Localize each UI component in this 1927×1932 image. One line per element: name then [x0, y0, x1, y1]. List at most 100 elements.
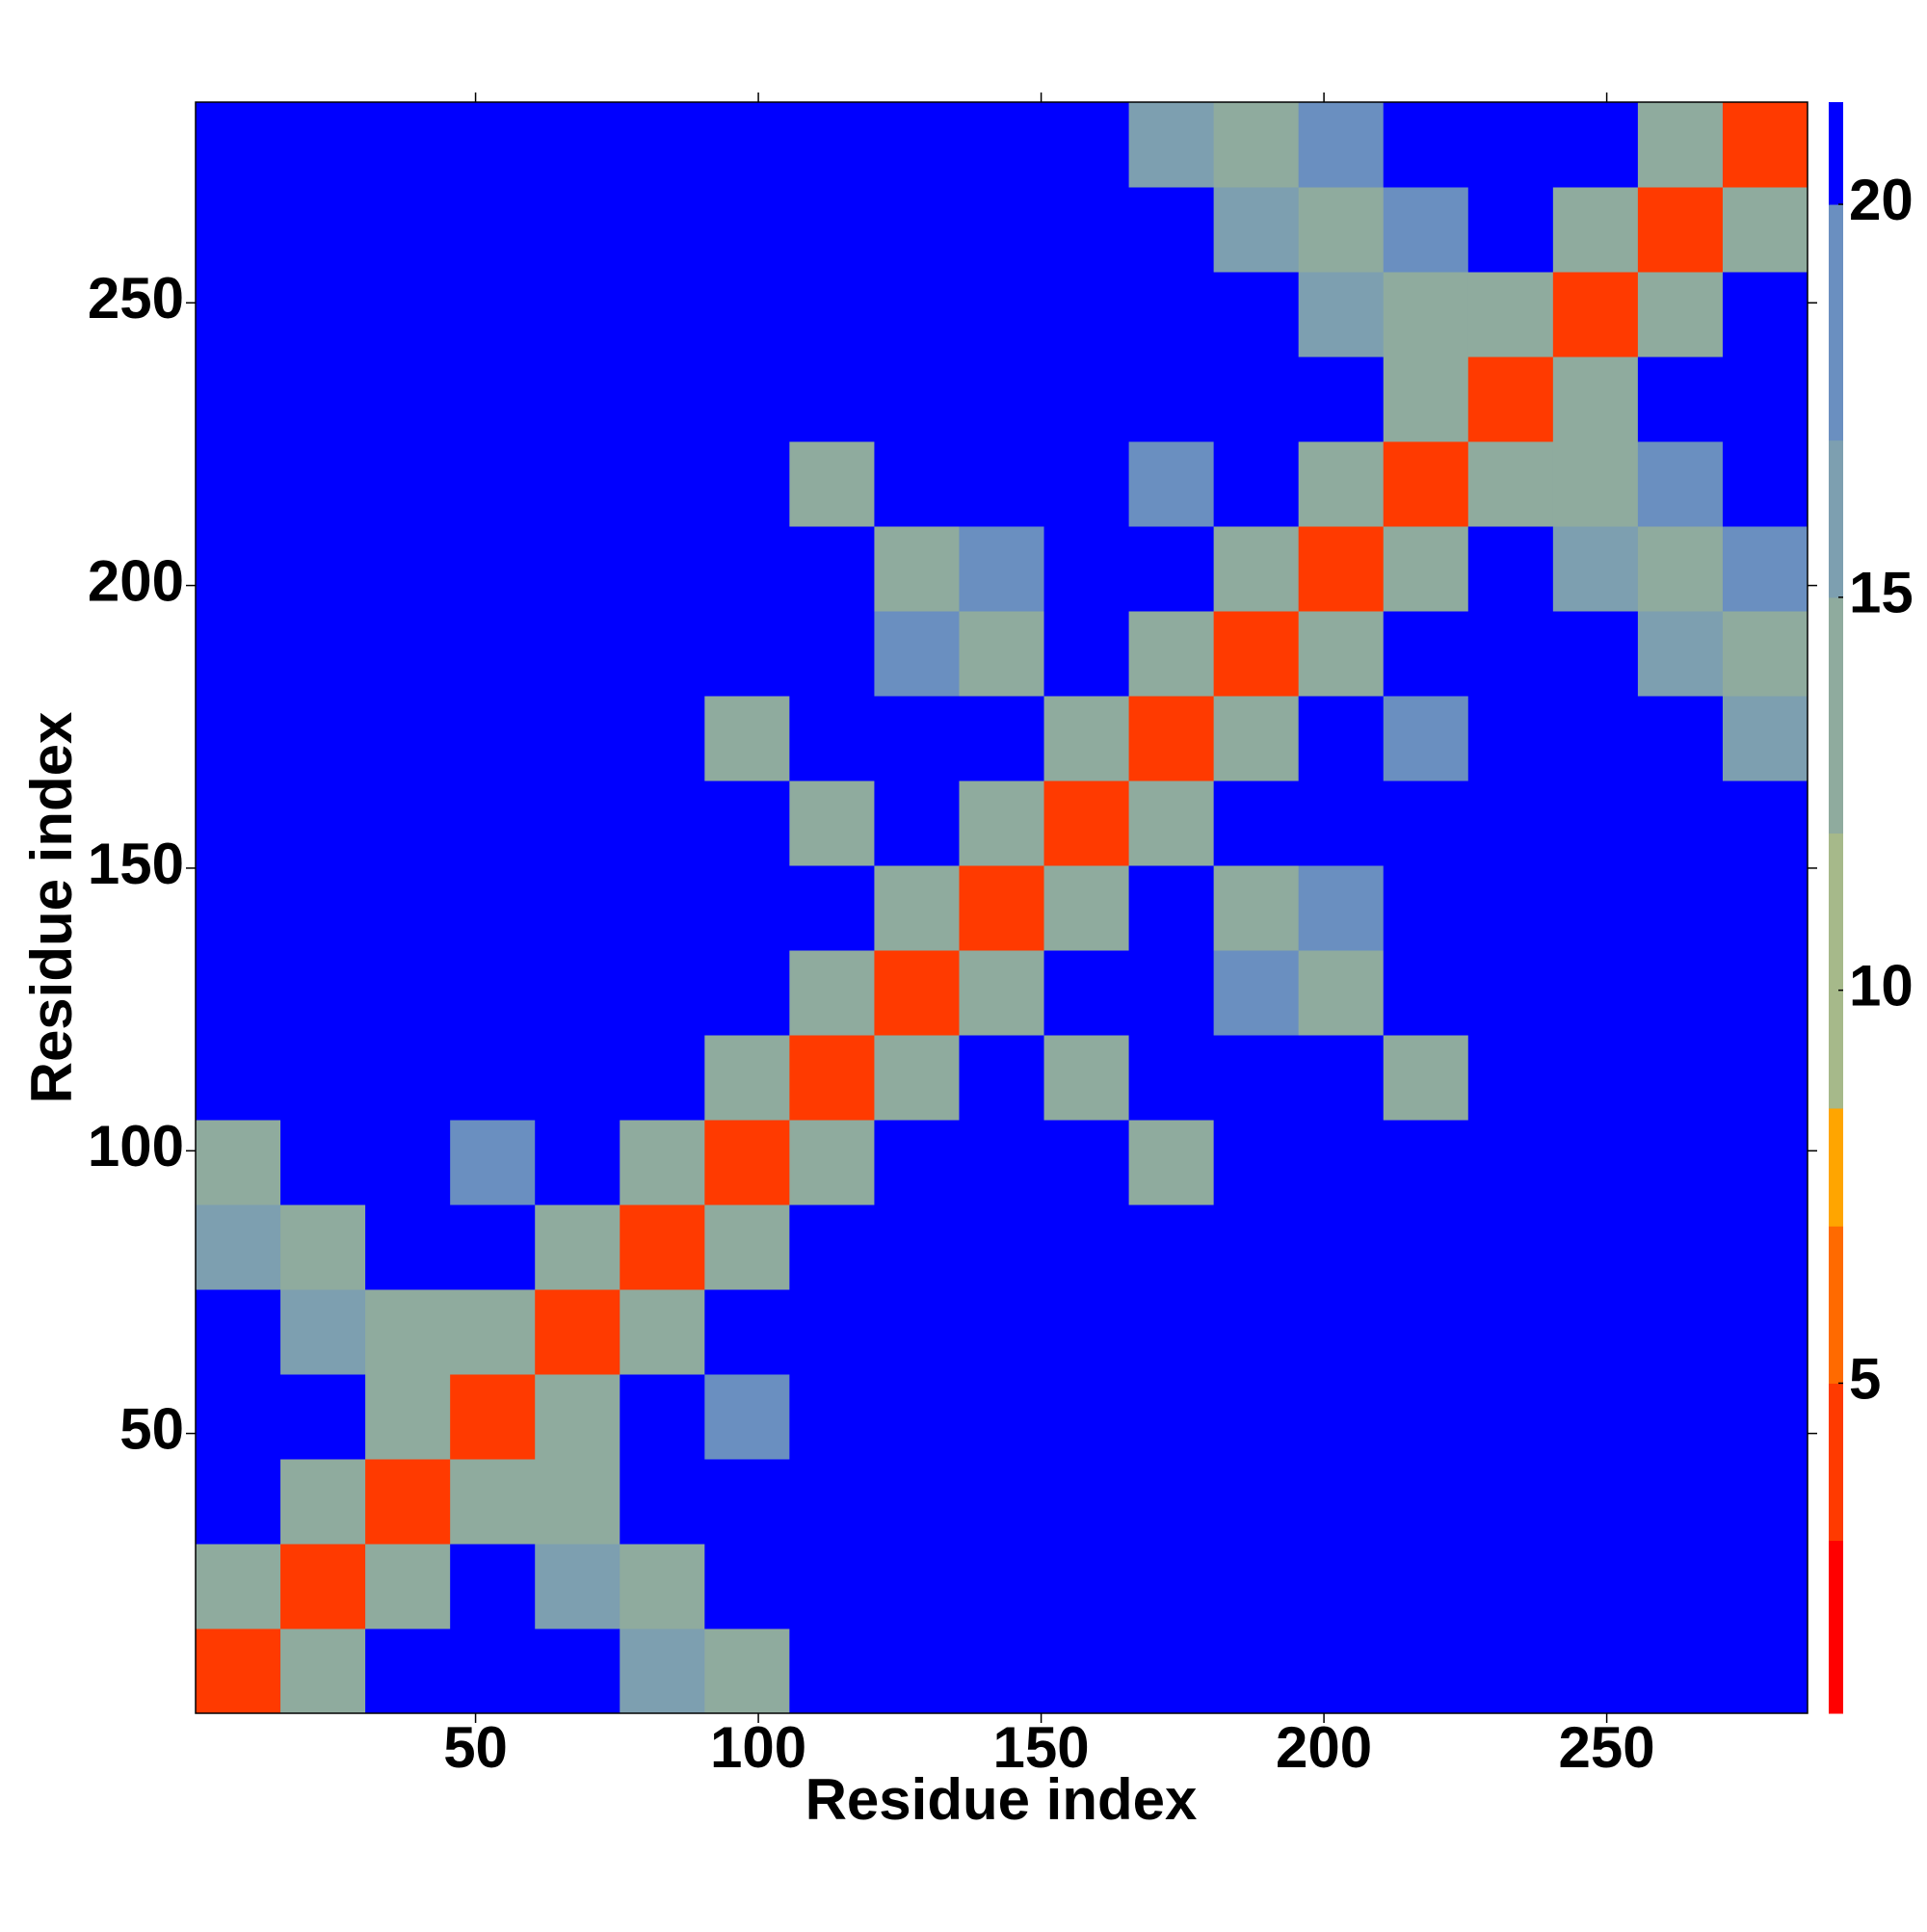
colorbar-segment	[1829, 596, 1843, 834]
heatmap-cell	[196, 1459, 281, 1545]
heatmap-cell	[1637, 102, 1724, 188]
heatmap-cell	[535, 1628, 620, 1714]
heatmap-cell	[789, 696, 875, 781]
heatmap-cell	[959, 526, 1045, 612]
heatmap-cell	[196, 357, 281, 442]
heatmap-cell	[704, 696, 790, 781]
heatmap-cell	[196, 1120, 281, 1205]
heatmap-cell	[620, 1459, 705, 1545]
heatmap-cell	[789, 1628, 875, 1714]
heatmap-cell	[365, 1628, 451, 1714]
heatmap-cell	[1383, 1204, 1469, 1290]
heatmap-cell	[1467, 1204, 1554, 1290]
heatmap-cell	[1467, 272, 1554, 357]
heatmap-cell	[704, 865, 790, 951]
heatmap-cell	[280, 526, 366, 612]
heatmap-cell	[1213, 1289, 1300, 1375]
heatmap-cell	[789, 950, 875, 1036]
heatmap-cell	[1552, 526, 1639, 612]
heatmap-cell	[1383, 1035, 1469, 1121]
heatmap-cell	[620, 611, 705, 697]
heatmap-cell	[196, 950, 281, 1036]
heatmap-cell	[1637, 526, 1724, 612]
heatmap-cell	[959, 1459, 1045, 1545]
colorbar-segment	[1829, 1107, 1843, 1227]
heatmap-cell	[959, 1120, 1045, 1205]
heatmap-cell	[1213, 526, 1300, 612]
heatmap-cell	[535, 950, 620, 1036]
heatmap-cell	[959, 1544, 1045, 1629]
heatmap-cell	[1213, 696, 1300, 781]
heatmap-cell	[874, 187, 960, 273]
y-tick-label: 150	[88, 832, 184, 896]
heatmap-cell	[535, 696, 620, 781]
y-axis-title: Residue index	[19, 712, 84, 1104]
heatmap-cell	[535, 357, 620, 442]
heatmap-cell	[959, 696, 1045, 781]
heatmap-cell	[620, 357, 705, 442]
heatmap-cell	[1467, 1459, 1554, 1545]
heatmap-cell	[959, 1035, 1045, 1121]
heatmap-cell	[196, 187, 281, 273]
heatmap-cell	[450, 696, 536, 781]
heatmap-cell	[450, 781, 536, 866]
heatmap-cell	[1043, 102, 1130, 188]
plot-frame	[195, 101, 1808, 1714]
heatmap-cell	[704, 781, 790, 866]
heatmap-cell	[1383, 1289, 1469, 1375]
heatmap-cell	[620, 187, 705, 273]
heatmap-cell	[535, 526, 620, 612]
heatmap-cell	[1298, 1628, 1385, 1714]
heatmap-cell	[1043, 272, 1130, 357]
heatmap-cell	[1128, 272, 1215, 357]
heatmap-cell	[1383, 357, 1469, 442]
heatmap-cell	[1552, 950, 1639, 1036]
y-tick-label: 250	[88, 266, 184, 331]
heatmap-cell	[1383, 1459, 1469, 1545]
x-tick-label: 150	[993, 1715, 1090, 1780]
heatmap-cell	[1043, 1628, 1130, 1714]
colorbar-tick-label: 10	[1849, 953, 1914, 1018]
heatmap-cell	[1722, 611, 1808, 697]
heatmap-cell	[1128, 781, 1215, 866]
heatmap-cell	[620, 526, 705, 612]
heatmap-cell	[1383, 1120, 1469, 1205]
heatmap-cell	[196, 526, 281, 612]
heatmap-cell	[1637, 1035, 1724, 1121]
heatmap-cell	[1467, 1628, 1554, 1714]
heatmap-cell	[1298, 1120, 1385, 1205]
heatmap-cell	[1467, 1544, 1554, 1629]
heatmap-cell	[450, 1035, 536, 1121]
heatmap-cell	[1637, 1628, 1724, 1714]
heatmap-cell	[196, 1204, 281, 1290]
heatmap-cell	[1043, 781, 1130, 866]
heatmap-cell	[620, 1628, 705, 1714]
heatmap-cell	[1383, 441, 1469, 527]
heatmap-cell	[1637, 272, 1724, 357]
heatmap-cell	[704, 1120, 790, 1205]
heatmap-cell	[280, 1374, 366, 1460]
heatmap-cell	[1213, 1544, 1300, 1629]
heatmap-cell	[620, 1204, 705, 1290]
heatmap-cell	[535, 865, 620, 951]
heatmap-cell	[959, 1374, 1045, 1460]
heatmap-cell	[1552, 441, 1639, 527]
heatmap-cell	[450, 526, 536, 612]
heatmap-cell	[789, 1544, 875, 1629]
heatmap-cell	[450, 441, 536, 527]
heatmap-cell	[1722, 526, 1808, 612]
heatmap-cell	[196, 102, 281, 188]
heatmap-cell	[1467, 950, 1554, 1036]
colorbar-segment	[1829, 204, 1843, 441]
heatmap-cell	[280, 102, 366, 188]
heatmap-cell	[1213, 1204, 1300, 1290]
heatmap-cell	[620, 102, 705, 188]
heatmap-cell	[1637, 1289, 1724, 1375]
heatmap-cell	[196, 1374, 281, 1460]
heatmap-cell	[789, 526, 875, 612]
heatmap-cell	[1383, 1544, 1469, 1629]
heatmap-cell	[1383, 1374, 1469, 1460]
colorbar-segment	[1829, 833, 1843, 1109]
heatmap-cell	[365, 1459, 451, 1545]
x-tick-label: 100	[710, 1715, 806, 1780]
